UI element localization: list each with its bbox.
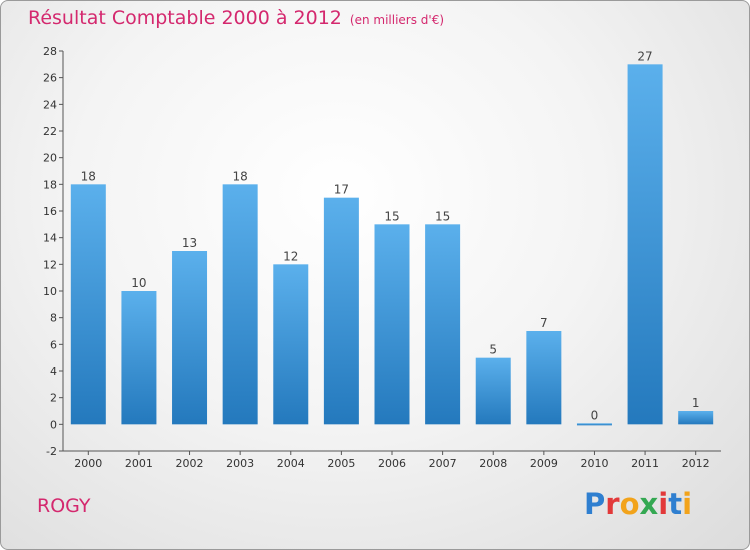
chart-title: Résultat Comptable 2000 à 2012: [28, 7, 342, 29]
bar-2008: [475, 357, 511, 425]
value-label: 15: [435, 209, 450, 223]
proxiti-logo[interactable]: Proxiti: [584, 487, 692, 521]
value-label: 12: [283, 249, 298, 263]
bar-2003: [222, 184, 258, 425]
bar-2007: [425, 224, 461, 425]
y-tick-label: 18: [43, 178, 57, 191]
y-tick-label: 20: [43, 152, 57, 165]
y-tick-label: 26: [43, 72, 57, 85]
y-tick-label: 24: [43, 98, 57, 111]
y-tick-label: 14: [43, 232, 57, 245]
bar-2005: [323, 197, 359, 425]
value-label: 0: [591, 408, 599, 422]
value-label: 10: [131, 276, 146, 290]
bar-2000: [70, 184, 106, 425]
bar-2002: [172, 251, 208, 425]
value-label: 15: [384, 209, 399, 223]
x-tick-label: 2003: [226, 457, 254, 470]
x-tick-label: 2006: [378, 457, 406, 470]
logo-letter: r: [605, 487, 620, 521]
chart-subtitle: (en milliers d'€): [349, 13, 445, 27]
bar-2009: [526, 331, 562, 425]
x-tick-label: 2011: [631, 457, 659, 470]
y-tick-label: 12: [43, 258, 57, 271]
bar-2001: [121, 291, 157, 425]
bar-2006: [374, 224, 410, 425]
bar-2004: [273, 264, 309, 425]
x-tick-label: 2005: [327, 457, 355, 470]
commune-name: ROGY: [37, 495, 91, 517]
x-tick-label: 2012: [682, 457, 710, 470]
value-label: 13: [182, 236, 197, 250]
x-tick-label: 2000: [74, 457, 102, 470]
logo-letter: P: [584, 487, 606, 521]
y-tick-label: 4: [50, 365, 57, 378]
bar-2010: [576, 423, 612, 426]
y-tick-label: 0: [50, 418, 57, 431]
y-tick-label: 16: [43, 205, 57, 218]
logo-letter: i: [658, 487, 669, 521]
bar-2012: [678, 411, 714, 425]
logo-letter: o: [619, 487, 640, 521]
x-tick-label: 2002: [176, 457, 204, 470]
x-tick-label: 2001: [125, 457, 153, 470]
y-tick-label: 22: [43, 125, 57, 138]
x-tick-label: 2007: [429, 457, 457, 470]
logo-letter: x: [639, 487, 659, 521]
logo-letter: i: [682, 487, 693, 521]
x-tick-label: 2010: [580, 457, 608, 470]
value-label: 27: [637, 49, 652, 63]
y-tick-label: 6: [50, 338, 57, 351]
value-label: 1: [692, 396, 700, 410]
title-row: Résultat Comptable 2000 à 2012 (en millie…: [28, 7, 444, 29]
x-tick-label: 2004: [277, 457, 305, 470]
y-tick-label: 28: [43, 45, 57, 58]
x-tick-label: 2009: [530, 457, 558, 470]
bar-2011: [627, 64, 663, 425]
value-label: 5: [489, 343, 497, 357]
y-tick-label: 2: [50, 392, 57, 405]
value-label: 18: [233, 169, 248, 183]
y-tick-label: -2: [46, 445, 57, 458]
logo-letter: t: [668, 487, 683, 521]
y-tick-label: 10: [43, 285, 57, 298]
x-tick-label: 2008: [479, 457, 507, 470]
value-label: 7: [540, 316, 548, 330]
value-label: 17: [334, 183, 349, 197]
value-label: 18: [81, 169, 96, 183]
y-tick-label: 8: [50, 312, 57, 325]
